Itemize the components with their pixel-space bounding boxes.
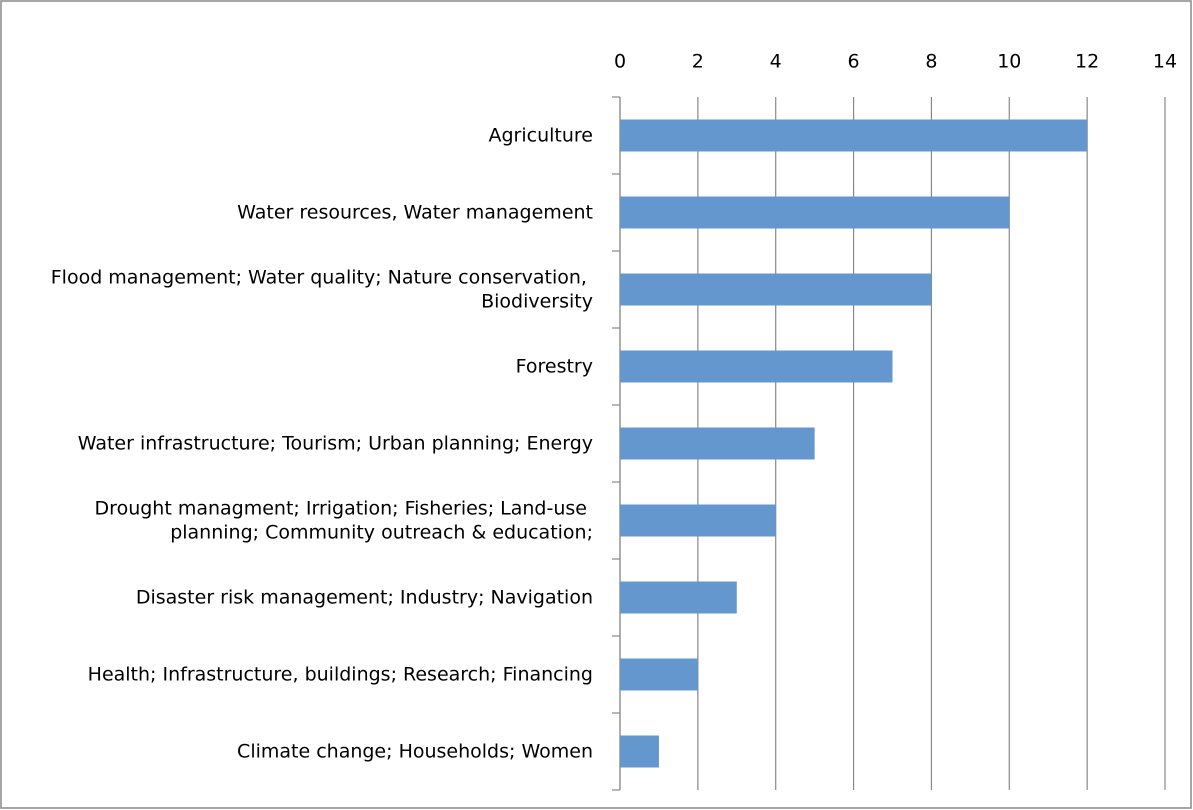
x-tick-label: 8	[925, 51, 937, 73]
bar	[620, 273, 932, 306]
y-tick-label: Flood management; Water quality; Nature …	[51, 266, 593, 312]
x-tick-label: 0	[614, 51, 626, 73]
y-tick-label: Agriculture	[489, 124, 594, 146]
x-tick-label: 10	[997, 51, 1021, 73]
bar	[620, 504, 776, 537]
bar	[620, 427, 815, 460]
bar	[620, 735, 659, 768]
x-tick-label: 2	[692, 51, 704, 73]
bar	[620, 581, 737, 614]
y-tick-label: Water resources, Water management	[237, 201, 593, 223]
y-tick-label: Disaster risk management; Industry; Navi…	[136, 586, 593, 608]
bar	[620, 119, 1088, 152]
y-tick-label: Drought managment; Irrigation; Fisheries…	[95, 497, 593, 543]
bar	[620, 196, 1010, 229]
x-tick-label: 4	[770, 51, 782, 73]
y-tick-label: Forestry	[516, 355, 593, 377]
bar	[620, 658, 698, 691]
bar	[620, 350, 893, 383]
x-tick-label: 6	[848, 51, 860, 73]
x-tick-label: 12	[1075, 51, 1099, 73]
x-tick-label: 14	[1153, 51, 1177, 73]
y-tick-label: Health; Infrastructure, buildings; Resea…	[88, 663, 593, 685]
y-tick-label: Climate change; Households; Women	[237, 740, 593, 762]
y-tick-label: Water infrastructure; Tourism; Urban pla…	[78, 432, 593, 454]
